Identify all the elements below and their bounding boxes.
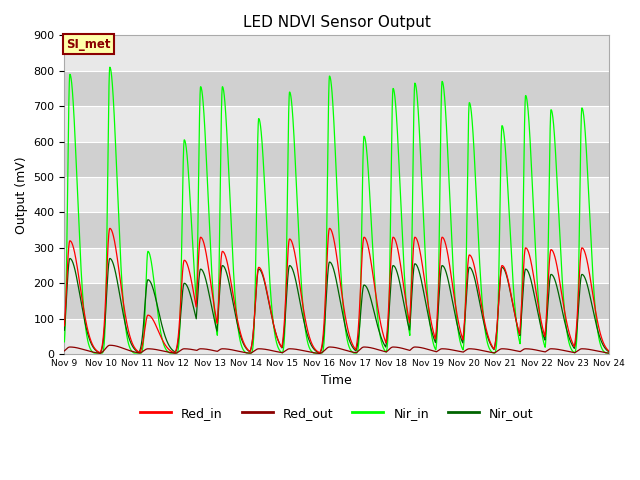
Bar	[65, 177, 609, 213]
Bar	[65, 248, 609, 283]
Bar	[65, 142, 609, 177]
Bar	[65, 36, 609, 71]
Title: LED NDVI Sensor Output: LED NDVI Sensor Output	[243, 15, 431, 30]
Y-axis label: Output (mV): Output (mV)	[15, 156, 28, 234]
X-axis label: Time: Time	[321, 373, 352, 386]
Legend: Red_in, Red_out, Nir_in, Nir_out: Red_in, Red_out, Nir_in, Nir_out	[135, 402, 539, 425]
Bar	[65, 106, 609, 142]
Text: SI_met: SI_met	[66, 38, 111, 51]
Bar	[65, 283, 609, 319]
Bar	[65, 71, 609, 106]
Bar	[65, 319, 609, 354]
Bar	[65, 213, 609, 248]
